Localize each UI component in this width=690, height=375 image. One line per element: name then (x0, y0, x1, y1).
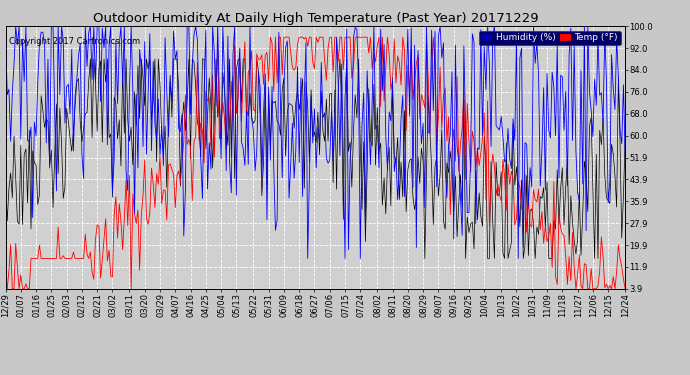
Legend: Humidity (%), Temp (°F): Humidity (%), Temp (°F) (479, 31, 620, 45)
Text: Copyright 2017 Cartronics.com: Copyright 2017 Cartronics.com (8, 37, 140, 46)
Title: Outdoor Humidity At Daily High Temperature (Past Year) 20171229: Outdoor Humidity At Daily High Temperatu… (92, 12, 538, 25)
